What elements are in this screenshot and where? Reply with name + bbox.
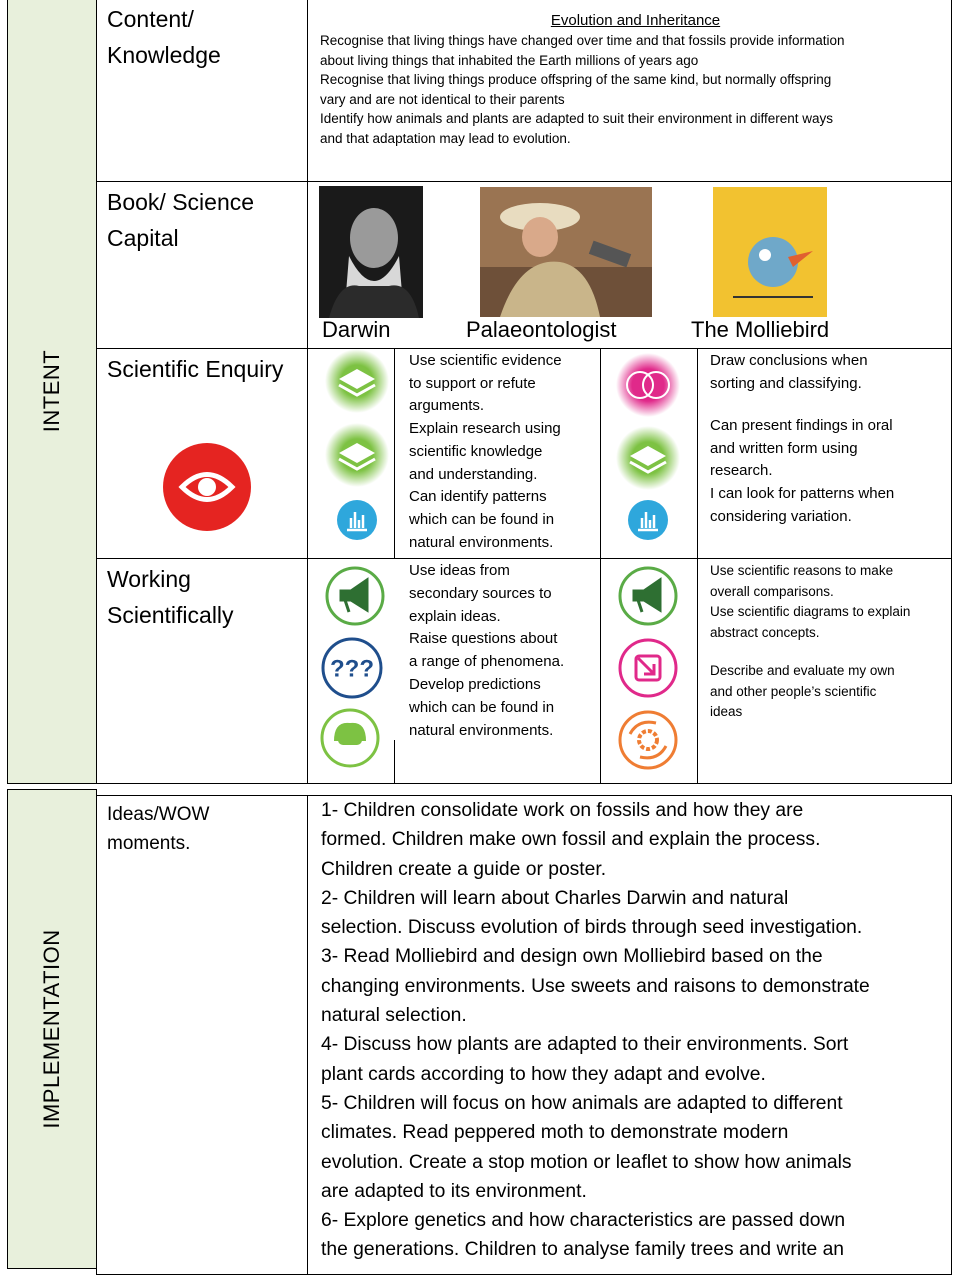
- text-line: Can identify patterns: [409, 488, 547, 506]
- text-line: Explain research using: [409, 420, 561, 438]
- text-line: about living things that inhabited the E…: [320, 52, 699, 68]
- text-line: 1- Children consolidate work on fossils …: [321, 800, 804, 821]
- icon-text: ???: [330, 655, 374, 682]
- text-line: Identify how animals and plants are adap…: [320, 111, 834, 126]
- book-cell: Darwin Palaeontologist The Molliebird: [307, 181, 952, 349]
- text-line: Describe and evaluate my own: [710, 662, 895, 678]
- darwin-image: [319, 186, 423, 318]
- text-line: to support or refute: [409, 374, 536, 392]
- text-line: overall comparisons.: [710, 583, 834, 599]
- text-line: selection. Discuss evolution of birds th…: [321, 917, 863, 939]
- side-label: INTENT: [39, 349, 64, 433]
- text-line: Draw conclusions when: [710, 352, 868, 369]
- text-line: 6- Explore genetics and how characterist…: [321, 1210, 846, 1232]
- text-line: Use ideas from: [409, 562, 510, 579]
- text-line: 3- Read Molliebird and design own Mollie…: [321, 946, 823, 968]
- text-line: Use scientific diagrams to explain: [710, 604, 911, 620]
- caption: Palaeontologist: [466, 317, 617, 342]
- text-line: are adapted to its environment.: [321, 1180, 587, 1202]
- text-line: Develop predictions: [409, 675, 541, 693]
- working-left: Use ideas from secondary sources to explai…: [409, 560, 564, 742]
- text-line: scientific knowledge: [409, 442, 543, 460]
- label-text: Ideas/WOW moments.: [107, 804, 210, 854]
- text-line: changing environments. Use sweets and ra…: [321, 975, 870, 997]
- text-line: which can be found in: [409, 698, 555, 716]
- text-line: abstract concepts.: [710, 624, 820, 640]
- text-line: and other people’s scientific: [710, 683, 877, 699]
- text-line: Recognise that living things produce off…: [320, 72, 832, 87]
- eye-icon: [163, 443, 251, 531]
- text-line: a range of phenomena.: [409, 653, 565, 671]
- icons: ???: [320, 349, 682, 770]
- intent-band: INTENT: [7, 0, 97, 784]
- text-line: Can present findings in oral: [710, 416, 893, 434]
- text-line: arguments.: [409, 397, 485, 415]
- text-line: formed. Children make own fossil and exp…: [321, 829, 821, 851]
- text-line: plant cards according to how they adapt …: [321, 1063, 766, 1085]
- text-line: Raise questions about: [409, 630, 558, 648]
- caption: Darwin: [322, 317, 391, 342]
- content-lines: Recognise that living things have change…: [320, 31, 951, 148]
- row-label: Ideas/WOW moments.: [96, 795, 308, 1275]
- caption: The Molliebird: [691, 317, 830, 342]
- row-label: Content/ Knowledge: [96, 0, 308, 182]
- text-line: considering variation.: [710, 507, 852, 525]
- text-line: evolution. Create a stop motion or leafl…: [321, 1151, 852, 1173]
- row-label: Working Scientifically: [96, 558, 308, 784]
- text-line: explain ideas.: [409, 607, 501, 625]
- enquiry-left: Use scientific evidence to support or ref…: [409, 350, 562, 554]
- text-line: 5- Children will focus on how animals ar…: [321, 1092, 843, 1114]
- text-line: natural selection.: [321, 1005, 467, 1027]
- text-line: and that adaptation may lead to evolutio…: [320, 130, 571, 146]
- content-title: Evolution and Inheritance: [550, 12, 721, 29]
- text-line: Use scientific evidence: [409, 352, 562, 369]
- text-line: sorting and classifying.: [710, 374, 862, 392]
- enquiry-right: Draw conclusions when sorting and classif…: [710, 350, 894, 528]
- text-line: Recognise that living things have change…: [320, 33, 845, 48]
- text-line: vary and are not identical to their pare…: [320, 91, 565, 107]
- text-line: 4- Discuss how plants are adapted to the…: [321, 1034, 849, 1056]
- working-right: Use scientific reasons to make overall co…: [710, 561, 910, 723]
- text-line: natural environments.: [409, 721, 554, 739]
- text-line: research.: [710, 462, 773, 480]
- side-label: IMPLEMENTATION: [39, 929, 64, 1129]
- text-line: Use scientific reasons to make: [710, 563, 894, 578]
- text-line: and written form using: [710, 439, 858, 457]
- text-line: Children create a guide or poster.: [321, 858, 607, 880]
- row-label: Book/ Science Capital: [96, 181, 308, 349]
- implementation-band: IMPLEMENTATION: [7, 789, 97, 1269]
- molliebird-image: [713, 187, 827, 317]
- text-line: the generations. Children to analyse fam…: [321, 1239, 845, 1261]
- palaeontologist-image: [480, 187, 652, 317]
- text-line: I can look for patterns when: [710, 485, 895, 503]
- text-line: ideas: [710, 704, 743, 720]
- text-line: 2- Children will learn about Charles Dar…: [321, 887, 789, 909]
- text-line: climates. Read peppered moth to demonstr…: [321, 1122, 789, 1144]
- text-line: natural environments.: [409, 533, 554, 551]
- implementation-cell: 1- Children consolidate work on fossils …: [307, 795, 952, 1275]
- text-line: which can be found in: [409, 510, 555, 528]
- text-line: secondary sources to: [409, 584, 552, 602]
- text-line: and understanding.: [409, 465, 538, 483]
- content-cell: Evolution and Inheritance Recognise that…: [307, 0, 952, 182]
